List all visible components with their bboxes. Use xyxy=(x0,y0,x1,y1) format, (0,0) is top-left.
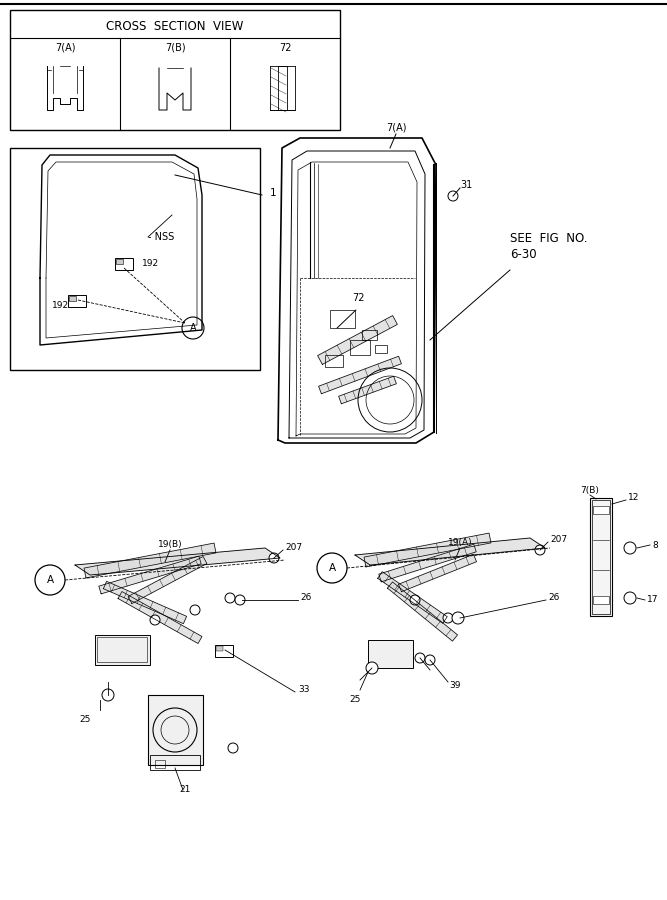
Bar xyxy=(148,695,203,765)
Text: A: A xyxy=(47,575,53,585)
Bar xyxy=(116,259,123,264)
Text: 39: 39 xyxy=(450,680,461,689)
Bar xyxy=(215,645,233,657)
Text: 192: 192 xyxy=(52,301,69,310)
Text: CROSS  SECTION  VIEW: CROSS SECTION VIEW xyxy=(106,20,243,32)
Polygon shape xyxy=(388,582,458,641)
Circle shape xyxy=(425,655,435,665)
Circle shape xyxy=(415,653,425,663)
Circle shape xyxy=(535,545,545,555)
Circle shape xyxy=(228,743,238,753)
Circle shape xyxy=(624,592,636,604)
Circle shape xyxy=(452,612,464,624)
Circle shape xyxy=(410,595,420,605)
Circle shape xyxy=(624,542,636,554)
Bar xyxy=(155,760,165,768)
Text: 7(B): 7(B) xyxy=(580,485,600,494)
Polygon shape xyxy=(75,548,280,575)
Bar xyxy=(10,148,260,370)
Circle shape xyxy=(443,613,453,623)
Bar xyxy=(150,755,200,770)
Polygon shape xyxy=(364,533,491,567)
Text: 72: 72 xyxy=(352,293,364,303)
Polygon shape xyxy=(99,556,201,594)
Text: 7(A): 7(A) xyxy=(386,123,406,133)
Bar xyxy=(216,646,223,651)
Text: A: A xyxy=(328,563,336,573)
Text: 207: 207 xyxy=(550,536,567,544)
Bar xyxy=(115,258,133,270)
Polygon shape xyxy=(84,543,216,578)
Text: 7(A): 7(A) xyxy=(55,43,75,53)
Bar xyxy=(593,596,609,604)
Bar xyxy=(593,506,609,514)
Circle shape xyxy=(235,595,245,605)
Text: 25: 25 xyxy=(79,716,91,724)
Text: 31: 31 xyxy=(460,180,472,190)
Text: 25: 25 xyxy=(350,696,361,705)
Bar xyxy=(368,640,413,668)
Text: - NSS: - NSS xyxy=(148,232,174,242)
Circle shape xyxy=(269,553,279,563)
Polygon shape xyxy=(103,581,187,624)
Bar xyxy=(325,355,343,367)
Polygon shape xyxy=(339,376,396,404)
Circle shape xyxy=(150,615,160,625)
Polygon shape xyxy=(128,556,207,604)
Text: 6-30: 6-30 xyxy=(510,248,537,262)
Polygon shape xyxy=(379,544,476,581)
Text: 19(A): 19(A) xyxy=(448,538,472,547)
Bar xyxy=(95,635,150,665)
Text: 21: 21 xyxy=(179,786,191,795)
Bar xyxy=(330,310,355,328)
Circle shape xyxy=(366,662,378,674)
Polygon shape xyxy=(398,554,476,591)
Polygon shape xyxy=(317,316,398,364)
Text: 33: 33 xyxy=(298,686,309,695)
Text: 7(B): 7(B) xyxy=(165,43,185,53)
Polygon shape xyxy=(378,572,448,624)
Text: 207: 207 xyxy=(285,544,302,553)
Bar xyxy=(590,498,612,616)
Text: 8: 8 xyxy=(652,541,658,550)
Text: 12: 12 xyxy=(628,493,640,502)
Polygon shape xyxy=(355,538,545,565)
Bar xyxy=(362,330,377,340)
Text: A: A xyxy=(189,323,196,333)
Text: SEE  FIG  NO.: SEE FIG NO. xyxy=(510,231,588,245)
Text: 192: 192 xyxy=(142,258,159,267)
Circle shape xyxy=(190,605,200,615)
Bar xyxy=(10,10,340,130)
Bar xyxy=(350,340,370,355)
Bar xyxy=(592,500,610,614)
Text: 17: 17 xyxy=(647,596,658,605)
Text: 26: 26 xyxy=(300,593,311,602)
Bar xyxy=(68,295,86,307)
Bar xyxy=(69,296,76,301)
Polygon shape xyxy=(319,356,402,393)
Text: 19(B): 19(B) xyxy=(157,541,182,550)
Circle shape xyxy=(102,689,114,701)
Circle shape xyxy=(225,593,235,603)
Text: 72: 72 xyxy=(279,43,291,53)
Polygon shape xyxy=(118,591,202,644)
Bar xyxy=(97,637,147,662)
Text: 26: 26 xyxy=(548,593,560,602)
Text: 1: 1 xyxy=(270,188,277,198)
Bar xyxy=(375,345,387,353)
